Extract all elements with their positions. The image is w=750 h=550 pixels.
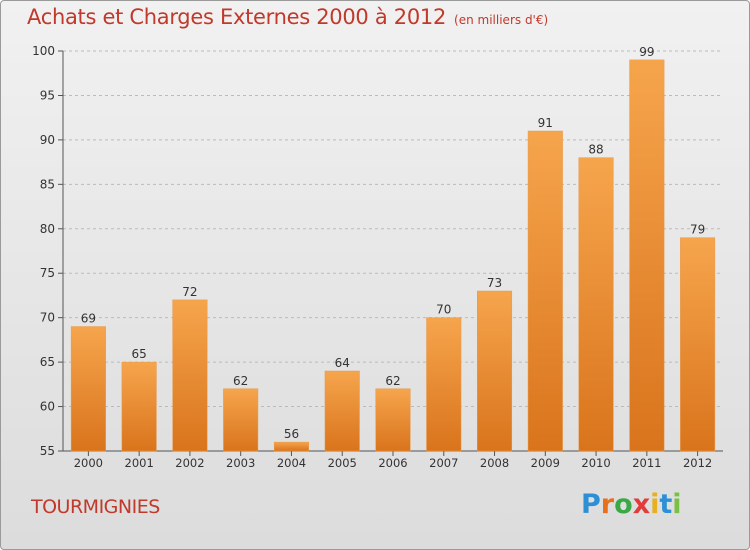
x-tick-label: 2007 (429, 456, 458, 470)
data-label: 73 (487, 276, 502, 290)
data-label: 65 (132, 347, 147, 361)
bar-2002 (172, 299, 208, 452)
x-tick-label: 2001 (125, 456, 154, 470)
y-tick-label: 80 (40, 222, 55, 236)
bar-2000 (70, 326, 106, 452)
y-tick-label: 70 (40, 311, 55, 325)
logo-letter: x (632, 489, 651, 520)
x-tick-label: 2004 (277, 456, 306, 470)
x-tick-label: 2000 (74, 456, 103, 470)
data-label: 69 (81, 312, 96, 326)
bar-2008 (477, 290, 513, 452)
logo-letter: i (650, 489, 660, 520)
x-tick-label: 2012 (683, 456, 712, 470)
data-label: 62 (385, 374, 400, 388)
y-tick-label: 95 (40, 88, 55, 102)
y-tick-label: 75 (40, 266, 55, 280)
x-tick-label: 2009 (531, 456, 560, 470)
logo-letter: o (614, 489, 633, 520)
chart-subtitle: (en milliers d'€) (454, 13, 549, 27)
data-label: 99 (639, 45, 654, 59)
x-tick-label: 2010 (581, 456, 610, 470)
x-tick-label: 2008 (480, 456, 509, 470)
y-tick-label: 55 (40, 444, 55, 458)
data-label: 72 (182, 285, 197, 299)
bar-2001 (121, 361, 157, 452)
bar-2009 (527, 130, 563, 452)
x-tick-label: 2006 (378, 456, 407, 470)
y-tick-label: 90 (40, 133, 55, 147)
data-label: 88 (588, 143, 603, 157)
bar-2011 (629, 59, 665, 452)
bar-2005 (324, 370, 360, 452)
commune-name: TOURMIGNIES (31, 496, 160, 518)
logo-letter: i (672, 489, 682, 520)
chart-title-text: Achats et Charges Externes 2000 à 2012 (27, 5, 447, 29)
data-label: 79 (690, 223, 705, 237)
x-tick-label: 2002 (175, 456, 204, 470)
x-tick-label: 2005 (328, 456, 357, 470)
data-label: 91 (538, 116, 553, 130)
y-tick-label: 85 (40, 177, 55, 191)
bar-2004 (273, 441, 309, 452)
logo-letter: P (581, 489, 601, 520)
chart-title: Achats et Charges Externes 2000 à 2012 (e… (27, 5, 548, 29)
logo-letter: t (659, 489, 673, 520)
bar-2007 (426, 317, 462, 452)
proxiti-logo: Proxiti (581, 489, 682, 520)
data-label: 64 (335, 356, 350, 370)
data-label: 62 (233, 374, 248, 388)
y-tick-label: 60 (40, 400, 55, 414)
bar-2010 (578, 157, 614, 452)
bar-2003 (223, 388, 259, 452)
logo-letter: r (600, 489, 615, 520)
y-tick-label: 65 (40, 355, 55, 369)
x-tick-label: 2011 (632, 456, 661, 470)
x-tick-label: 2003 (226, 456, 255, 470)
y-tick-label: 100 (32, 44, 55, 58)
data-label: 70 (436, 303, 451, 317)
bar-2006 (375, 388, 411, 452)
data-label: 56 (284, 427, 299, 441)
bar-2012 (680, 237, 716, 452)
